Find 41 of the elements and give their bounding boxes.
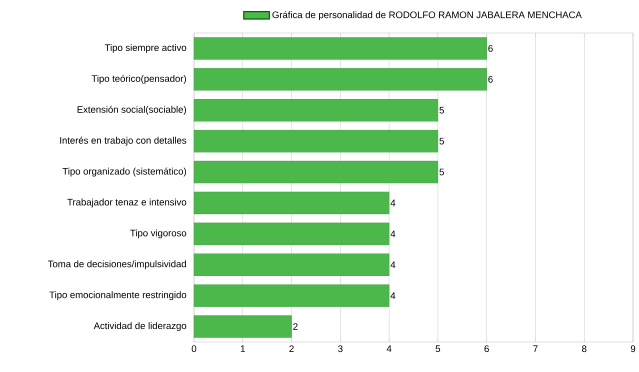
data-label: 2 bbox=[293, 323, 298, 330]
data-label: 4 bbox=[390, 200, 396, 206]
y-tick-label: Tipo siempre activo bbox=[104, 44, 186, 53]
y-tick-label: Extensión social(sociable) bbox=[78, 106, 186, 115]
data-label: 6 bbox=[488, 45, 493, 52]
data-label: 5 bbox=[439, 168, 444, 176]
x-tick-label: 9 bbox=[630, 345, 636, 352]
bar bbox=[194, 222, 390, 246]
x-tick-label: 2 bbox=[289, 345, 294, 352]
y-tick-label: Tipo vigoroso bbox=[130, 229, 186, 238]
data-label: 5 bbox=[439, 106, 444, 114]
y-tick-label: Interés en trabajo con detalles bbox=[60, 136, 186, 146]
x-tick-label: 5 bbox=[436, 345, 440, 352]
bar bbox=[194, 130, 438, 152]
x-tick-label: 3 bbox=[338, 345, 343, 352]
y-tick-label: Tipo emocionalmente restringido bbox=[49, 291, 186, 300]
x-tick-label: 8 bbox=[582, 345, 586, 352]
bar bbox=[194, 37, 487, 60]
bar bbox=[194, 315, 292, 338]
bar bbox=[194, 284, 390, 307]
data-label: 5 bbox=[439, 138, 444, 144]
bar bbox=[194, 254, 390, 276]
y-tick-label: Tipo organizado (sistemático) bbox=[62, 168, 186, 177]
x-tick-label: 1 bbox=[240, 345, 245, 352]
data-label: 4 bbox=[390, 230, 396, 238]
bar bbox=[194, 160, 438, 184]
y-tick-label: Tipo teórico(pensador) bbox=[92, 74, 186, 84]
legend-label: Gráfica de personalidad de RODOLFO RAMON JABALERA MENCHACA bbox=[272, 11, 582, 20]
x-tick-label: 6 bbox=[484, 345, 489, 352]
data-label: 4 bbox=[390, 292, 396, 299]
bar bbox=[194, 68, 487, 91]
bar bbox=[194, 99, 438, 122]
x-tick-label: 4 bbox=[386, 345, 392, 352]
y-tick-label: Trabajador tenaz e intensivo bbox=[67, 198, 186, 208]
x-tick-label: 7 bbox=[533, 345, 538, 352]
data-label: 4 bbox=[390, 261, 396, 268]
x-tick-label: 0 bbox=[192, 345, 196, 352]
bar bbox=[194, 192, 390, 214]
data-label: 6 bbox=[488, 76, 493, 83]
y-tick-label: Actividad de liderazgo bbox=[94, 322, 186, 331]
y-tick-label: Toma de decisiones/impulsividad bbox=[48, 260, 186, 270]
